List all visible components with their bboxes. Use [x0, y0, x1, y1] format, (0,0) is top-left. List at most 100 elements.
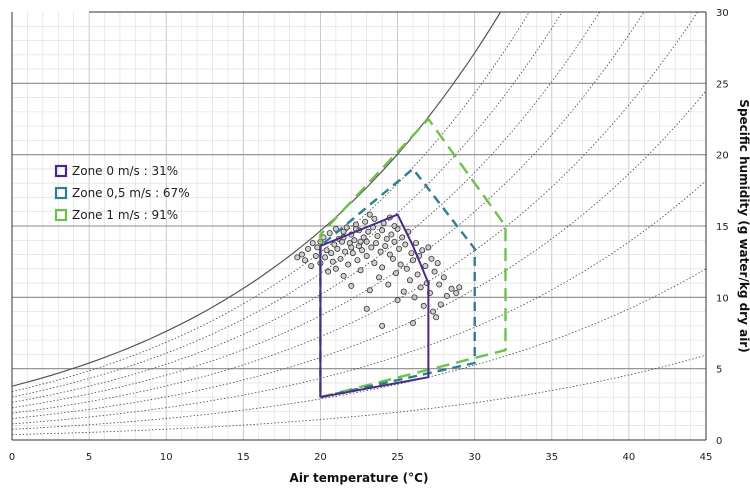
observation-point	[302, 257, 309, 264]
observation-point	[391, 238, 398, 245]
relative-humidity-curve	[12, 354, 706, 435]
observation-point	[386, 251, 393, 258]
observation-point	[433, 314, 440, 321]
observation-point	[331, 241, 338, 248]
x-tick-label: 20	[314, 452, 327, 463]
relative-humidity-curve	[12, 90, 706, 419]
x-tick-label: 30	[468, 452, 481, 463]
x-tick-label: 5	[86, 452, 92, 463]
y-tick-label: 5	[716, 365, 722, 376]
observation-point	[348, 244, 355, 251]
relative-humidity-curve	[12, 180, 706, 425]
observation-point	[399, 234, 406, 241]
observation-point	[394, 297, 401, 304]
observation-point	[391, 222, 398, 229]
legend-label: Zone 1 m/s : 91%	[72, 208, 178, 222]
observation-point	[402, 241, 409, 248]
observation-point	[396, 245, 403, 252]
relative-humidity-curve	[12, 12, 699, 414]
observation-point	[312, 252, 319, 259]
x-tick-label: 40	[623, 452, 636, 463]
x-tick-label: 35	[545, 452, 558, 463]
x-tick-label: 25	[391, 452, 404, 463]
observation-point	[322, 254, 329, 261]
observation-point	[363, 305, 370, 312]
relative-humidity-curve	[12, 12, 645, 409]
observation-point	[379, 264, 386, 271]
observation-point	[430, 308, 437, 315]
observation-point	[417, 284, 424, 291]
observation-point	[389, 255, 396, 262]
observation-point	[374, 232, 381, 239]
observation-point	[448, 285, 455, 292]
x-axis-label: Air temperature (°C)	[290, 471, 429, 485]
observation-point	[323, 247, 330, 254]
observation-point	[359, 247, 366, 254]
observation-point	[383, 235, 390, 242]
observation-point	[376, 274, 383, 281]
observation-point	[334, 245, 341, 252]
observation-point	[377, 248, 384, 255]
legend-swatch	[54, 186, 68, 200]
observation-point	[437, 301, 444, 308]
observation-point	[308, 262, 315, 269]
y-tick-label: 10	[716, 293, 729, 304]
observation-point	[443, 292, 450, 299]
x-tick-label: 15	[237, 452, 250, 463]
observation-point	[409, 320, 416, 327]
observation-point	[332, 225, 339, 232]
observation-point	[362, 218, 369, 225]
x-tick-label: 0	[9, 452, 15, 463]
x-tick-labels: 0 5 10 15 20 25 30 35 40 45	[9, 452, 713, 463]
observation-point	[422, 262, 429, 269]
observation-point	[357, 267, 364, 274]
observation-point	[388, 231, 395, 238]
observation-point	[365, 228, 372, 235]
observation-point	[366, 287, 373, 294]
observation-point	[298, 251, 305, 258]
observation-point	[314, 244, 321, 251]
observation-point	[351, 237, 358, 244]
x-tick-label: 45	[700, 452, 713, 463]
observation-point	[385, 281, 392, 288]
observation-point	[357, 238, 364, 245]
observation-point	[329, 258, 336, 265]
observation-point	[453, 290, 460, 297]
zone-polygon	[319, 213, 430, 399]
relative-humidity-curve	[12, 268, 706, 430]
observation-point	[440, 274, 447, 281]
legend-swatch	[54, 208, 68, 222]
observation-point	[456, 284, 463, 291]
y-tick-label: 30	[716, 8, 729, 19]
observation-point	[363, 238, 370, 245]
observation-point	[420, 302, 427, 309]
observation-point	[348, 282, 355, 289]
observation-point	[343, 224, 350, 231]
observation-points	[294, 211, 463, 329]
observation-point	[419, 247, 426, 254]
observation-point	[309, 240, 316, 247]
observation-point	[371, 215, 378, 222]
relative-humidity-curve	[12, 12, 601, 403]
comfort-zones	[319, 117, 507, 399]
observation-point	[332, 265, 339, 272]
observation-point	[372, 240, 379, 247]
observation-point	[408, 250, 415, 257]
observation-point	[366, 211, 373, 218]
y-axis-label: Specific humidity (g water/kg dry air)	[737, 99, 750, 352]
legend-label: Zone 0,5 m/s : 67%	[72, 186, 190, 200]
observation-point	[363, 252, 370, 259]
observation-point	[305, 245, 312, 252]
y-tick-label: 25	[716, 79, 729, 90]
observation-point	[406, 277, 413, 284]
observation-point	[325, 268, 332, 275]
observation-point	[434, 260, 441, 267]
legend-label: Zone 0 m/s : 31%	[72, 164, 178, 178]
observation-point	[403, 265, 410, 272]
observation-point	[411, 294, 418, 301]
observation-point	[371, 260, 378, 267]
observation-point	[436, 281, 443, 288]
observation-point	[354, 257, 361, 264]
observation-point	[393, 270, 400, 277]
